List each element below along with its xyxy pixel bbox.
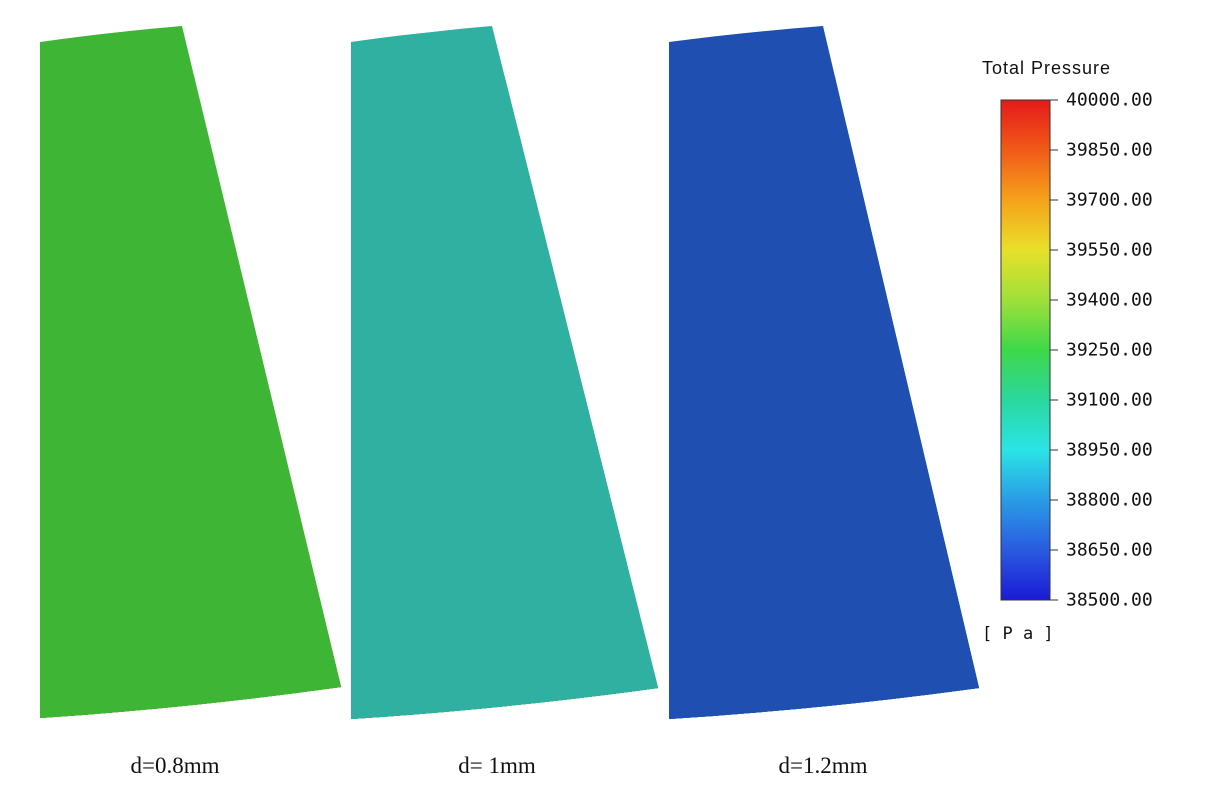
legend-tick-marks [1050,99,1058,601]
legend-tick-label: 38650.00 [1066,539,1153,561]
pressure-contour-panel-d1mm [351,26,658,719]
legend-title: Total Pressure [982,58,1112,78]
legend-tick-label: 39850.00 [1066,139,1153,161]
legend-tick-label: 38950.00 [1066,439,1153,461]
contour-band [669,26,979,719]
color-legend-bar [1000,99,1051,601]
legend-tick-label: 40000.00 [1066,89,1153,111]
pressure-contour-panel-d1-2mm [669,26,979,719]
legend-tick-label: 39100.00 [1066,389,1153,411]
pressure-contour-panel-d0-8mm [40,26,341,718]
legend-tick-label: 39250.00 [1066,339,1153,361]
contour-band [351,26,658,719]
legend-tick-label: 38500.00 [1066,589,1153,611]
legend-tick-label: 39550.00 [1066,239,1153,261]
caption-d0-8mm: d=0.8mm [130,753,220,778]
contour-band [40,26,341,718]
caption-d1-2mm: d=1.2mm [778,753,868,778]
caption-d1mm: d= 1mm [458,753,536,778]
legend-tick-label: 39400.00 [1066,289,1153,311]
legend-unit: [ P a ] [982,624,1054,644]
legend-tick-label: 38800.00 [1066,489,1153,511]
legend-tick-label: 39700.00 [1066,189,1153,211]
